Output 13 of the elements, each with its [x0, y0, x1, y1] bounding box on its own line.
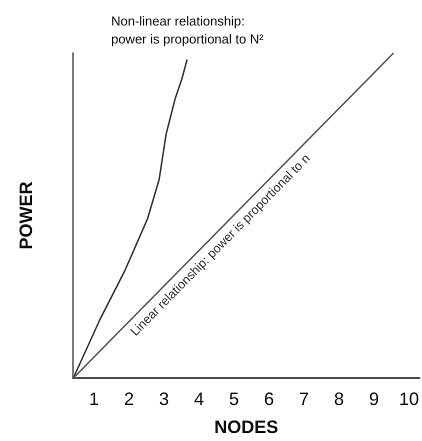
x-tick-label: 4	[194, 389, 204, 409]
x-tick-label: 1	[88, 389, 100, 409]
x-tick-label: 5	[228, 389, 240, 409]
x-tick-label: 3	[158, 389, 170, 409]
x-tick-label: 8	[334, 389, 344, 409]
x-tick-label: 7	[298, 389, 309, 409]
x-tick-label: 9	[368, 389, 379, 409]
text: Non-linear relationship: power is proportional to N²	[111, 14, 264, 46]
x-tick-label: 2	[124, 389, 134, 409]
x-tick-label: 10	[398, 389, 420, 409]
x-tick-label: 6	[264, 389, 274, 409]
y-axis-title: POWER	[16, 181, 36, 250]
x-axis-title: NODES	[214, 417, 278, 437]
